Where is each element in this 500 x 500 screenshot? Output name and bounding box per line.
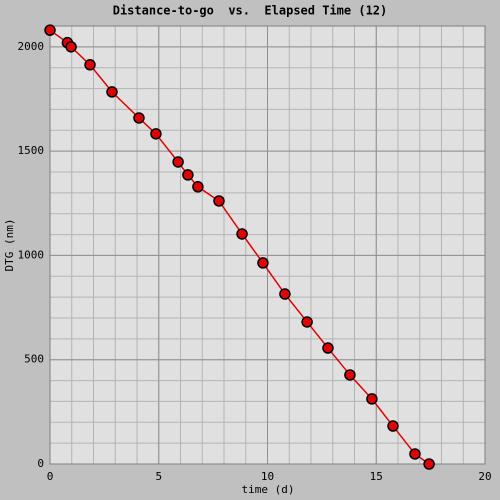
x-axis-label: time (d) bbox=[242, 483, 295, 496]
chart-title: Distance-to-go vs. Elapsed Time (12) bbox=[113, 4, 388, 18]
data-point bbox=[387, 420, 399, 432]
data-point bbox=[106, 86, 118, 98]
x-tick-label: 20 bbox=[478, 470, 491, 483]
y-tick-label: 1500 bbox=[18, 144, 45, 157]
data-point bbox=[182, 169, 194, 181]
data-point bbox=[150, 128, 162, 140]
data-point bbox=[322, 342, 334, 354]
data-point bbox=[172, 156, 184, 168]
data-point bbox=[44, 24, 56, 36]
data-point bbox=[236, 228, 248, 240]
x-tick-label: 10 bbox=[261, 470, 274, 483]
data-point bbox=[133, 112, 145, 124]
y-tick-label: 1000 bbox=[18, 248, 45, 261]
y-tick-label: 500 bbox=[24, 353, 44, 366]
data-point bbox=[344, 369, 356, 381]
data-point bbox=[279, 288, 291, 300]
x-tick-label: 0 bbox=[47, 470, 54, 483]
data-point bbox=[366, 393, 378, 405]
y-tick-label: 0 bbox=[37, 457, 44, 470]
data-point bbox=[301, 316, 313, 328]
x-tick-label: 15 bbox=[370, 470, 383, 483]
data-point bbox=[65, 41, 77, 53]
data-point bbox=[84, 59, 96, 71]
data-point bbox=[213, 195, 225, 207]
data-point bbox=[192, 181, 204, 193]
data-point bbox=[409, 448, 421, 460]
y-tick-label: 2000 bbox=[18, 40, 45, 53]
y-axis-label: DTG (nm) bbox=[3, 219, 16, 272]
plot-border bbox=[49, 25, 486, 465]
data-point bbox=[423, 458, 435, 470]
x-tick-label: 5 bbox=[155, 470, 162, 483]
data-point bbox=[257, 257, 269, 269]
